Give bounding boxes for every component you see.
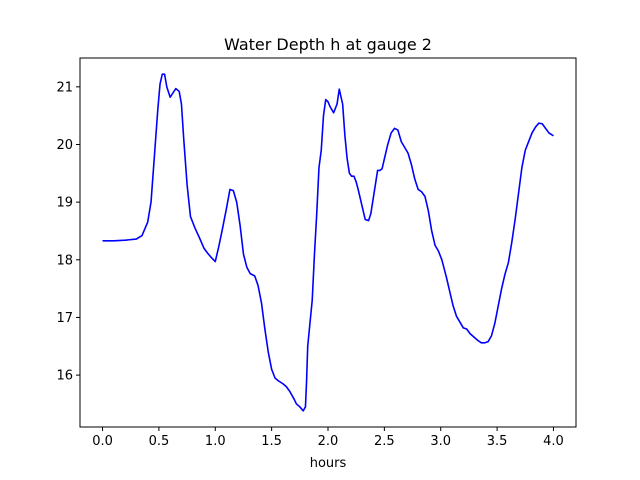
x-tick-label: 1.0 [205, 434, 226, 449]
x-tick-label: 3.5 [487, 434, 508, 449]
y-tick-label: 17 [56, 311, 73, 326]
y-tick-label: 21 [56, 80, 73, 95]
y-tick-label: 19 [56, 196, 73, 211]
series-line-0 [102, 73, 554, 412]
chart-title: Water Depth h at gauge 2 [224, 35, 432, 54]
plot-area: 0.0 0.5 1.0 1.5 2.0 2.5 3.0 3.5 4.0 16 17 18 19 20 21 [56, 57, 577, 449]
y-tick-label: 16 [56, 369, 73, 384]
x-tick-label: 2.0 [318, 434, 339, 449]
x-tick-label: 4.0 [543, 434, 564, 449]
y-tick-label: 20 [56, 138, 73, 153]
x-axis-label: hours [310, 456, 347, 471]
x-tick-label: 3.0 [430, 434, 451, 449]
x-tick-label: 0.5 [149, 434, 170, 449]
x-tick-label: 1.5 [261, 434, 282, 449]
x-tick-label: 2.5 [374, 434, 395, 449]
y-tick-label: 18 [56, 253, 73, 268]
x-tick-label: 0.0 [92, 434, 113, 449]
